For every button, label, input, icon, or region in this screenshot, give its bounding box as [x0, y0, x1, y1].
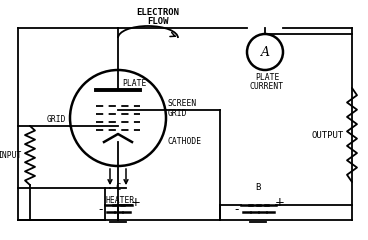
- Text: CATHODE: CATHODE: [168, 138, 202, 146]
- Text: GRID: GRID: [46, 115, 66, 125]
- Text: ELECTRON: ELECTRON: [137, 8, 180, 17]
- Text: GRID: GRID: [168, 109, 188, 119]
- Text: FLOW: FLOW: [147, 17, 169, 26]
- Text: PLATE: PLATE: [122, 79, 146, 88]
- Text: -: -: [98, 204, 103, 216]
- Text: HEATER: HEATER: [105, 196, 135, 205]
- Circle shape: [247, 34, 283, 70]
- Text: CURRENT: CURRENT: [250, 82, 284, 91]
- Text: PLATE: PLATE: [255, 73, 279, 82]
- Text: A: A: [261, 47, 269, 60]
- Text: +: +: [275, 196, 284, 209]
- Text: SCREEN: SCREEN: [168, 100, 197, 108]
- Text: C: C: [115, 183, 121, 192]
- Text: OUTPUT: OUTPUT: [312, 131, 344, 139]
- Text: INPUT: INPUT: [0, 150, 22, 160]
- Text: +: +: [131, 196, 141, 209]
- Text: B: B: [255, 183, 261, 192]
- Text: -: -: [234, 204, 239, 216]
